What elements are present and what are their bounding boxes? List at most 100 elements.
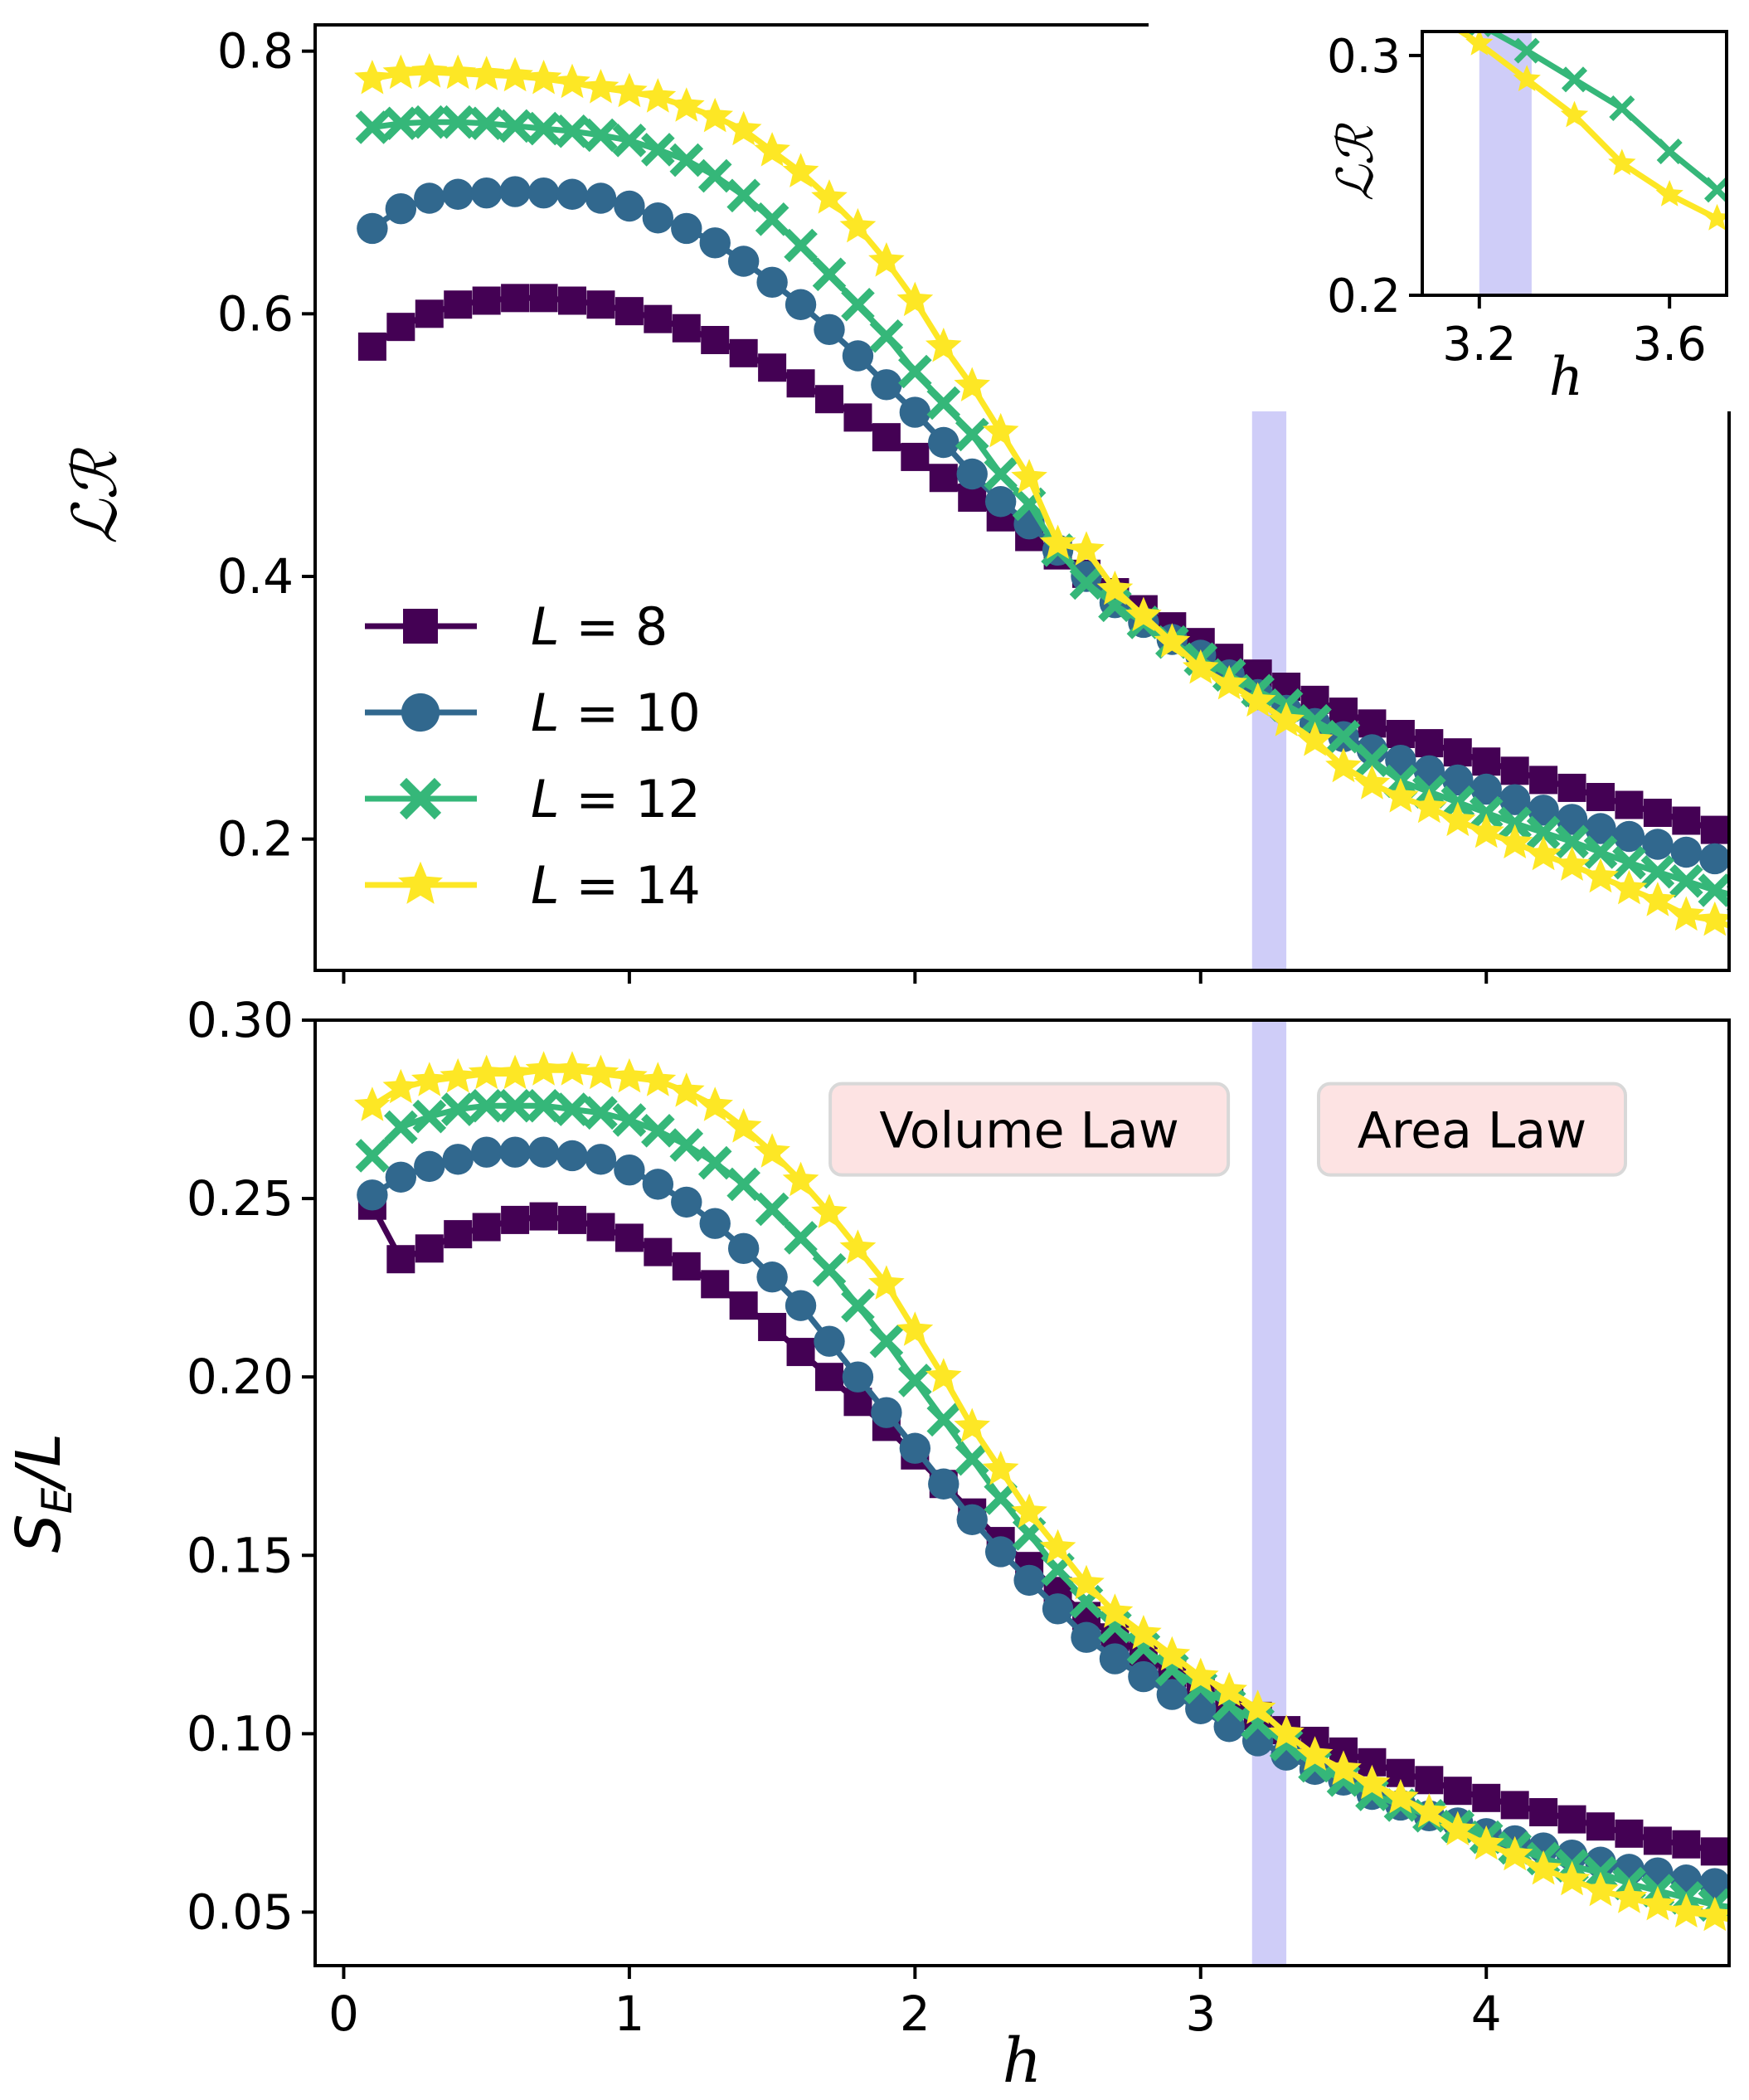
bottom-point-1-26 — [1099, 1643, 1131, 1675]
bottom-point-2-14 — [755, 1192, 789, 1227]
top-point-2-10 — [641, 133, 675, 167]
bottom-point-0-1 — [386, 1245, 415, 1274]
top-point-2-20 — [926, 386, 961, 420]
bottom-point-3-37 — [1411, 1793, 1448, 1828]
top-point-0-8 — [586, 290, 615, 319]
top-point-0-13 — [729, 338, 758, 367]
annotation-volume-law-box — [828, 1082, 1231, 1177]
inset-point-1-4 — [1608, 148, 1636, 176]
bottom-point-0-14 — [758, 1312, 787, 1341]
top-point-3-29 — [1183, 649, 1219, 684]
bottom-point-1-9 — [614, 1154, 645, 1186]
top-y-ticks: 0.2 0.4 0.6 0.8 — [217, 23, 315, 868]
top-point-0-41 — [1529, 766, 1558, 795]
bottom-point-1-3 — [442, 1144, 474, 1175]
bottom-axes-frame — [313, 1018, 1731, 1967]
panel-entropy: 0.05 0.10 0.15 0.20 0.25 0.30 0 1 2 3 4 SE/L h Vo… — [3, 992, 1731, 2097]
top-point-3-38 — [1440, 801, 1476, 837]
bottom-point-2-3 — [440, 1092, 475, 1126]
bottom-point-0-44 — [1615, 1819, 1644, 1848]
legend-marker-shape-3 — [398, 861, 443, 904]
top-point-2-17 — [841, 287, 875, 322]
bottom-point-0-15 — [786, 1338, 815, 1367]
top-point-2-34 — [1326, 719, 1361, 754]
top-point-3-3 — [440, 54, 476, 90]
bottom-point-3-20 — [926, 1358, 962, 1393]
top-point-3-0 — [354, 60, 391, 95]
top-point-0-35 — [1358, 709, 1387, 738]
top-point-0-43 — [1586, 783, 1615, 811]
bottom-point-3-19 — [896, 1311, 934, 1346]
inset-background — [1149, 15, 1735, 411]
bottom-point-3-16 — [811, 1193, 848, 1228]
top-point-3-7 — [554, 63, 590, 99]
bottom-point-0-2 — [415, 1234, 444, 1263]
bottom-ytick-label-2: 0.15 — [187, 1527, 294, 1583]
annotation-area-law-text: Area Law — [1358, 1102, 1586, 1160]
top-point-3-6 — [525, 60, 562, 95]
top-point-2-19 — [898, 354, 932, 389]
top-point-2-0 — [355, 110, 390, 144]
top-point-3-13 — [725, 110, 762, 146]
bottom-point-0-5 — [501, 1205, 530, 1234]
top-point-1-13 — [727, 245, 760, 277]
inset-xtick-label-1: 3.6 — [1633, 318, 1707, 372]
top-ytick-label-2: 0.6 — [217, 285, 294, 342]
bottom-point-3-10 — [639, 1062, 677, 1096]
legend-marker-l12 — [399, 777, 442, 820]
bottom-point-3-23 — [1011, 1493, 1047, 1529]
bottom-point-3-14 — [754, 1133, 790, 1168]
bottom-point-2-5 — [498, 1088, 532, 1123]
top-point-0-19 — [901, 442, 930, 471]
inset-y-axis-label: ℒℛ — [1327, 122, 1385, 201]
bottom-point-1-21 — [956, 1504, 988, 1535]
bottom-series-group — [354, 1051, 1729, 1932]
bottom-xtick-label-1: 1 — [614, 1986, 644, 2042]
bottom-x-axis-label: h — [1003, 2025, 1042, 2097]
bottom-point-3-12 — [697, 1086, 733, 1121]
legend-label-l14: L = 14 — [531, 855, 701, 916]
bottom-point-3-47 — [1697, 1896, 1729, 1932]
top-point-0-39 — [1472, 747, 1501, 776]
bottom-point-1-47 — [1699, 1868, 1729, 1899]
top-point-3-35 — [1353, 765, 1391, 800]
bottom-point-1-1 — [385, 1161, 417, 1193]
bottom-point-0-12 — [701, 1270, 730, 1299]
top-point-1-38 — [1442, 764, 1474, 796]
bottom-point-2-17 — [841, 1288, 875, 1323]
top-point-3-17 — [839, 207, 877, 243]
bottom-point-1-2 — [414, 1150, 445, 1183]
bottom-point-2-7 — [555, 1092, 590, 1126]
top-point-3-22 — [982, 412, 1019, 448]
top-point-2-42 — [1555, 824, 1589, 859]
top-point-3-26 — [1096, 570, 1134, 605]
bottom-point-1-29 — [1185, 1693, 1217, 1724]
bottom-y-ticks: 0.05 0.10 0.15 0.20 0.25 0.30 — [187, 992, 315, 1940]
bottom-point-3-18 — [868, 1265, 905, 1300]
top-point-2-33 — [1298, 703, 1332, 738]
bottom-point-2-18 — [869, 1324, 904, 1359]
bottom-point-1-23 — [1013, 1564, 1045, 1597]
bottom-point-2-21 — [955, 1441, 989, 1476]
bottom-shaded-band — [1251, 1020, 1287, 1966]
legend-marker-l8 — [403, 609, 438, 644]
bottom-ytick-label-3: 0.20 — [187, 1349, 294, 1405]
bottom-point-3-11 — [668, 1072, 705, 1107]
bottom-xtick-label-3: 3 — [1185, 1986, 1216, 2042]
top-point-0-4 — [472, 286, 501, 315]
top-point-0-40 — [1500, 756, 1529, 785]
bottom-point-3-41 — [1525, 1850, 1562, 1885]
bottom-point-0-42 — [1557, 1805, 1586, 1834]
inset-series-l12 — [1466, 32, 1727, 203]
bottom-point-0-6 — [529, 1202, 558, 1231]
top-point-2-7 — [555, 114, 590, 148]
legend-label-l10-var: L — [531, 683, 560, 743]
top-point-2-14 — [755, 202, 789, 236]
bottom-ytick-label-1: 0.10 — [187, 1705, 294, 1762]
bottom-point-1-7 — [556, 1140, 588, 1172]
top-point-1-7 — [556, 178, 588, 210]
top-point-3-31 — [1239, 682, 1276, 717]
top-point-1-39 — [1470, 773, 1502, 805]
top-point-1-2 — [414, 182, 445, 214]
top-point-3-15 — [782, 153, 819, 187]
